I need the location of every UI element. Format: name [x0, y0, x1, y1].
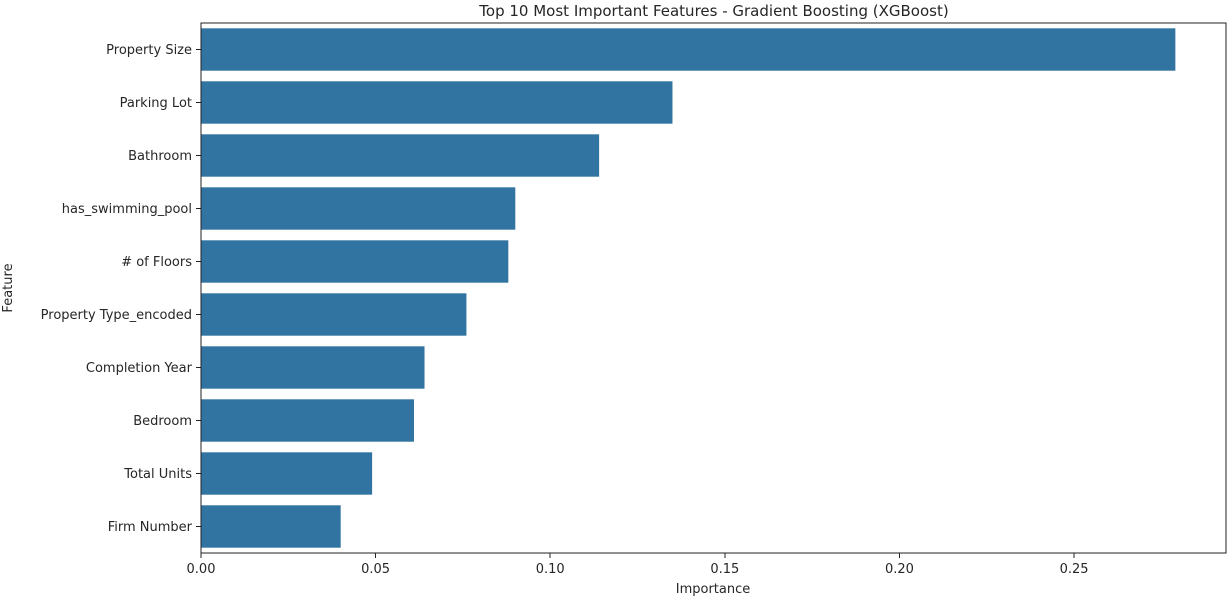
- y-tick-label-1: Parking Lot: [120, 96, 192, 111]
- y-tick-label-2: Bathroom: [128, 149, 192, 164]
- x-tick-label-4: 0.20: [885, 562, 914, 577]
- bar-3: [201, 187, 516, 230]
- bar-7: [201, 399, 415, 442]
- x-tick-label-5: 0.25: [1060, 562, 1089, 577]
- y-tick-label-0: Property Size: [106, 43, 192, 58]
- x-tick-label-0: 0.00: [187, 562, 216, 577]
- x-tick-label-3: 0.15: [710, 562, 739, 577]
- y-tick-label-5: Property Type_encoded: [41, 308, 192, 323]
- bar-2: [201, 134, 600, 177]
- chart-title: Top 10 Most Important Features - Gradien…: [478, 2, 948, 20]
- x-tick-label-1: 0.05: [361, 562, 390, 577]
- bar-6: [201, 346, 425, 389]
- bar-8: [201, 452, 373, 495]
- x-axis-label: Importance: [676, 582, 751, 597]
- y-tick-label-7: Bedroom: [133, 414, 192, 429]
- y-tick-label-8: Total Units: [123, 467, 192, 482]
- plot-frame: [200, 22, 1227, 554]
- bar-0: [201, 28, 1176, 71]
- bar-9: [201, 505, 341, 548]
- y-tick-label-6: Completion Year: [86, 361, 193, 376]
- y-tick-label-3: has_swimming_pool: [62, 202, 192, 217]
- y-tick-label-4: # of Floors: [121, 255, 192, 270]
- y-axis-ticks: Property Size Parking Lot Bathroom has_swim…: [41, 43, 201, 535]
- bar-5: [201, 293, 467, 336]
- y-axis-label: Feature: [1, 263, 16, 312]
- x-axis-ticks: 0.00 0.05 0.10 0.15 0.20 0.25: [187, 553, 1089, 577]
- x-tick-label-2: 0.10: [536, 562, 565, 577]
- bars-group: [201, 28, 1176, 548]
- y-tick-label-9: Firm Number: [108, 520, 193, 535]
- bar-4: [201, 240, 509, 283]
- bar-1: [201, 81, 673, 124]
